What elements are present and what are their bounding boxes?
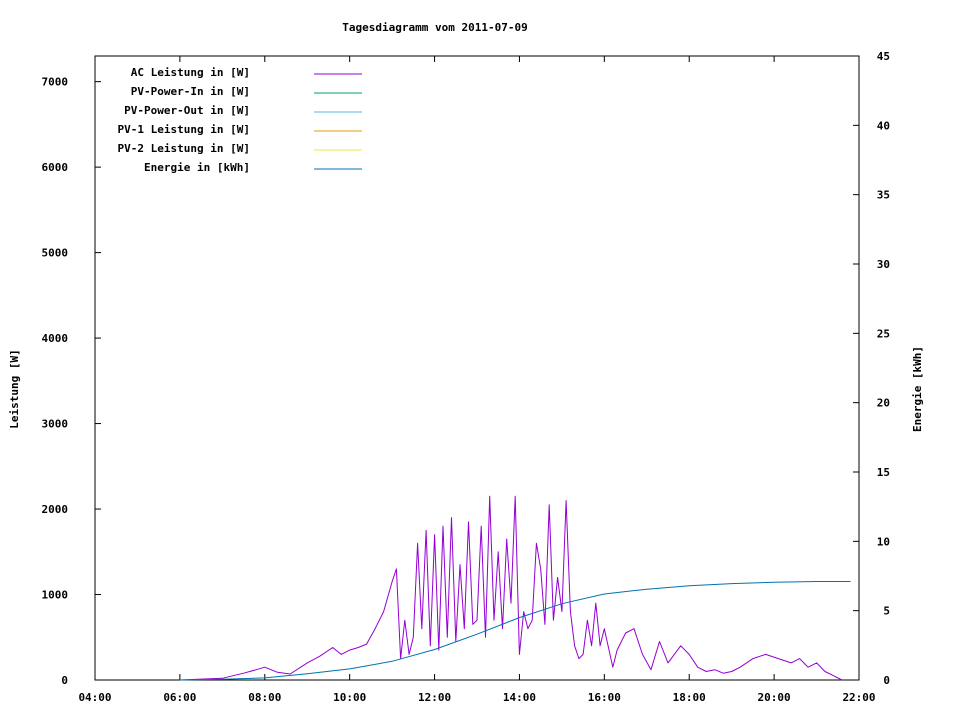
chart-title: Tagesdiagramm vom 2011-07-09 xyxy=(342,21,527,34)
legend-label: AC Leistung in [W] xyxy=(131,66,250,79)
plot-frame xyxy=(94,55,860,681)
x-tick-label: 08:00 xyxy=(248,691,281,704)
y-right-tick-label: 0 xyxy=(883,674,890,687)
x-tick-label: 16:00 xyxy=(588,691,621,704)
y-right-tick-label: 40 xyxy=(877,119,890,132)
y-right-tick-label: 15 xyxy=(877,466,890,479)
x-axis-ticks: 04:00 06:00 08:00 10:00 12:00 14:00 16:00 18:00… xyxy=(78,56,876,704)
y-right-tick-label: 20 xyxy=(877,397,890,410)
legend-label: PV-1 Leistung in [W] xyxy=(118,123,250,136)
y-axis-right-ticks: 0 5 10 15 20 25 30 35 40 45 xyxy=(853,50,890,687)
legend-label: PV-Power-In in [W] xyxy=(131,85,250,98)
y-axis-right-label: Energie [kWh] xyxy=(911,346,924,432)
y-left-tick-label: 1000 xyxy=(42,589,69,602)
y-axis-left-ticks: 0 1000 2000 3000 4000 5000 6000 7000 xyxy=(42,76,101,687)
x-tick-label: 04:00 xyxy=(78,691,111,704)
series-line-5 xyxy=(179,581,851,681)
y-left-tick-label: 4000 xyxy=(42,332,69,345)
legend-label: PV-2 Leistung in [W] xyxy=(118,142,250,155)
x-tick-label: 14:00 xyxy=(503,691,536,704)
series-line-0 xyxy=(179,495,843,681)
y-right-tick-label: 25 xyxy=(877,327,890,340)
x-tick-label: 20:00 xyxy=(758,691,791,704)
legend: AC Leistung in [W] PV-Power-In in [W] PV-P… xyxy=(118,66,362,174)
x-tick-label: 06:00 xyxy=(163,691,196,704)
y-right-tick-label: 10 xyxy=(877,535,890,548)
x-tick-label: 18:00 xyxy=(673,691,706,704)
x-tick-label: 22:00 xyxy=(842,691,875,704)
x-tick-label: 10:00 xyxy=(333,691,366,704)
y-left-tick-label: 7000 xyxy=(42,76,69,89)
y-right-tick-label: 5 xyxy=(883,605,890,618)
y-left-tick-label: 5000 xyxy=(42,247,69,260)
y-right-tick-label: 35 xyxy=(877,189,890,202)
y-left-tick-label: 0 xyxy=(61,674,68,687)
y-left-tick-label: 2000 xyxy=(42,503,69,516)
y-right-tick-label: 30 xyxy=(877,258,890,271)
y-right-tick-label: 45 xyxy=(877,50,890,63)
y-axis-left-label: Leistung [W] xyxy=(8,349,21,428)
x-tick-label: 12:00 xyxy=(418,691,451,704)
legend-label: PV-Power-Out in [W] xyxy=(124,104,250,117)
series-lines xyxy=(179,495,851,681)
legend-label: Energie in [kWh] xyxy=(144,161,250,174)
y-left-tick-label: 3000 xyxy=(42,418,69,431)
y-left-tick-label: 6000 xyxy=(42,161,69,174)
